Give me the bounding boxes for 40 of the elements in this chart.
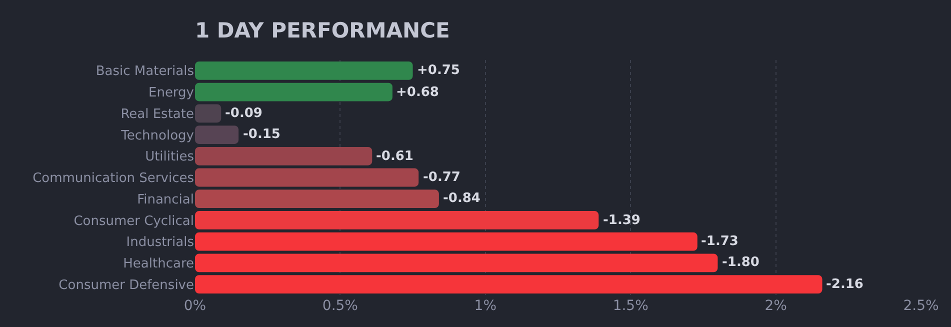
y-tick-label: Consumer Cyclical bbox=[74, 214, 194, 229]
data-label: -2.16 bbox=[826, 277, 864, 292]
x-tick-label: 0% bbox=[184, 298, 206, 314]
y-tick-label: Basic Materials bbox=[96, 64, 194, 80]
data-label: -1.80 bbox=[722, 255, 760, 270]
bar bbox=[195, 146, 372, 166]
data-label: -0.77 bbox=[423, 170, 460, 185]
x-tick-label: 2.5% bbox=[903, 298, 939, 314]
data-label: +0.68 bbox=[396, 85, 439, 100]
data-label: -0.09 bbox=[225, 106, 262, 121]
bar bbox=[195, 211, 599, 230]
data-label: +0.75 bbox=[417, 63, 460, 78]
bar bbox=[195, 232, 698, 251]
y-tick-label: Technology bbox=[120, 128, 194, 144]
bar bbox=[195, 190, 439, 208]
bar bbox=[195, 62, 413, 80]
bar bbox=[195, 254, 718, 272]
x-tick-label: 2% bbox=[764, 298, 787, 314]
data-label: -1.73 bbox=[701, 234, 738, 249]
x-tick-label: 1.5% bbox=[612, 298, 648, 314]
bar bbox=[195, 275, 822, 294]
y-tick-label: Real Estate bbox=[120, 106, 194, 122]
y-tick-label: Consumer Defensive bbox=[58, 278, 194, 293]
bar bbox=[195, 168, 419, 187]
y-tick-label: Communication Services bbox=[32, 171, 194, 186]
y-tick-label: Energy bbox=[148, 86, 194, 101]
data-label: -0.15 bbox=[243, 127, 280, 142]
data-label: -1.39 bbox=[603, 213, 640, 228]
y-tick-label: Industrials bbox=[126, 235, 194, 250]
bar bbox=[195, 82, 392, 102]
chart-title: 1 DAY PERFORMANCE bbox=[194, 18, 450, 43]
bar bbox=[195, 126, 239, 144]
data-label: -0.84 bbox=[443, 191, 480, 206]
y-tick-label: Utilities bbox=[145, 150, 194, 165]
x-tick-label: 0.5% bbox=[322, 298, 358, 314]
x-tick-label: 1% bbox=[474, 298, 497, 314]
bar bbox=[195, 104, 222, 123]
y-tick-label: Healthcare bbox=[123, 256, 194, 272]
y-tick-label: Financial bbox=[137, 192, 194, 208]
data-label: -0.61 bbox=[376, 149, 414, 164]
